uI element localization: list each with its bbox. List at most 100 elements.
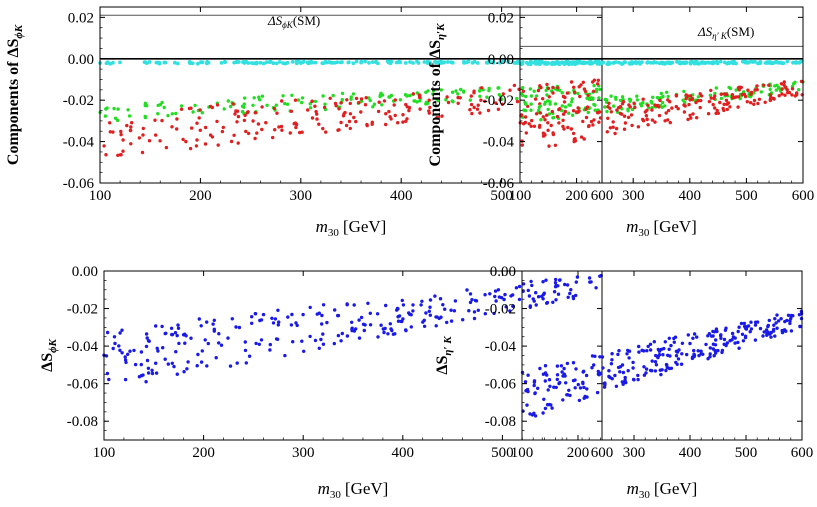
data-point <box>124 360 128 365</box>
x-tick-label: 100 <box>93 445 116 461</box>
data-point <box>153 118 157 122</box>
data-point <box>739 85 743 90</box>
data-point <box>300 100 304 105</box>
data-point <box>761 334 765 338</box>
data-point <box>173 60 177 65</box>
data-point <box>558 278 562 282</box>
y-tick-label: 0.00 <box>490 264 516 280</box>
data-point <box>598 355 602 359</box>
data-point <box>103 114 108 118</box>
data-point <box>569 127 573 131</box>
data-point <box>629 113 634 117</box>
data-point <box>708 355 712 359</box>
data-point <box>663 104 667 108</box>
data-point <box>256 122 261 126</box>
data-point <box>332 341 336 346</box>
data-point <box>551 91 555 95</box>
data-point <box>545 300 550 305</box>
data-point <box>337 128 341 132</box>
series-blue <box>520 309 804 418</box>
data-point <box>449 308 453 312</box>
data-point <box>432 88 436 93</box>
data-point <box>576 91 580 96</box>
data-point <box>119 132 123 137</box>
chart-panel-bottom-right: 100 200 300 400 500 600 0.00 -0.02 -0.04 -0.06 -0.… <box>434 264 813 501</box>
data-point <box>187 60 192 64</box>
y-tick-label: -0.08 <box>67 414 98 430</box>
data-point <box>352 303 356 307</box>
data-point <box>657 105 661 109</box>
data-point <box>197 116 201 120</box>
x-axis-label-symbol: m <box>626 217 638 236</box>
data-point <box>767 332 772 336</box>
data-point <box>408 60 412 64</box>
data-point <box>219 61 224 65</box>
data-point <box>706 112 711 116</box>
data-point <box>187 106 192 111</box>
data-point <box>196 352 200 357</box>
data-point <box>712 354 716 358</box>
data-point <box>508 88 512 92</box>
data-point <box>526 373 530 377</box>
x-tick-label: 500 <box>490 188 513 204</box>
data-point <box>627 61 632 66</box>
data-point <box>359 315 364 320</box>
data-point <box>306 108 310 112</box>
data-point <box>632 101 636 105</box>
data-point <box>571 361 576 365</box>
data-point <box>486 108 491 113</box>
data-point <box>212 318 216 322</box>
data-point <box>695 61 700 66</box>
data-point <box>195 138 199 142</box>
data-point <box>389 59 394 64</box>
data-point <box>665 60 670 65</box>
data-point <box>534 291 538 295</box>
data-point <box>254 60 259 65</box>
data-point <box>743 94 748 99</box>
data-point <box>546 86 551 91</box>
data-point <box>203 338 207 342</box>
data-point <box>154 324 158 328</box>
data-point <box>320 313 324 318</box>
data-point <box>497 295 502 299</box>
data-point <box>251 119 255 123</box>
data-point <box>241 60 246 64</box>
data-point <box>587 276 592 280</box>
data-point <box>558 380 562 385</box>
data-point <box>544 278 548 282</box>
plot-frame <box>103 270 603 441</box>
data-point <box>772 327 776 332</box>
data-point <box>240 104 245 109</box>
data-point <box>445 320 449 325</box>
data-point <box>743 326 748 330</box>
data-point <box>711 102 715 107</box>
data-point <box>620 380 624 384</box>
data-point <box>742 321 747 326</box>
data-point <box>708 346 712 350</box>
data-point <box>565 361 570 366</box>
data-point <box>111 130 115 134</box>
data-point <box>541 297 545 301</box>
data-point <box>606 116 610 121</box>
x-tick-label: 100 <box>89 188 112 204</box>
data-point <box>145 336 149 340</box>
data-point <box>653 103 657 107</box>
data-point <box>317 122 321 126</box>
data-point <box>653 369 658 373</box>
data-point <box>618 111 623 116</box>
data-point <box>384 122 388 127</box>
data-point <box>116 153 120 157</box>
data-point <box>469 94 473 98</box>
data-point <box>588 62 593 66</box>
data-point <box>762 83 766 88</box>
data-point <box>443 307 447 311</box>
data-point <box>719 92 723 96</box>
data-point <box>154 361 158 365</box>
data-point <box>421 320 425 324</box>
data-point <box>692 332 697 336</box>
data-point <box>340 60 344 65</box>
data-point <box>687 102 691 107</box>
data-point <box>625 352 629 356</box>
data-point <box>646 344 650 349</box>
data-point <box>521 89 526 94</box>
